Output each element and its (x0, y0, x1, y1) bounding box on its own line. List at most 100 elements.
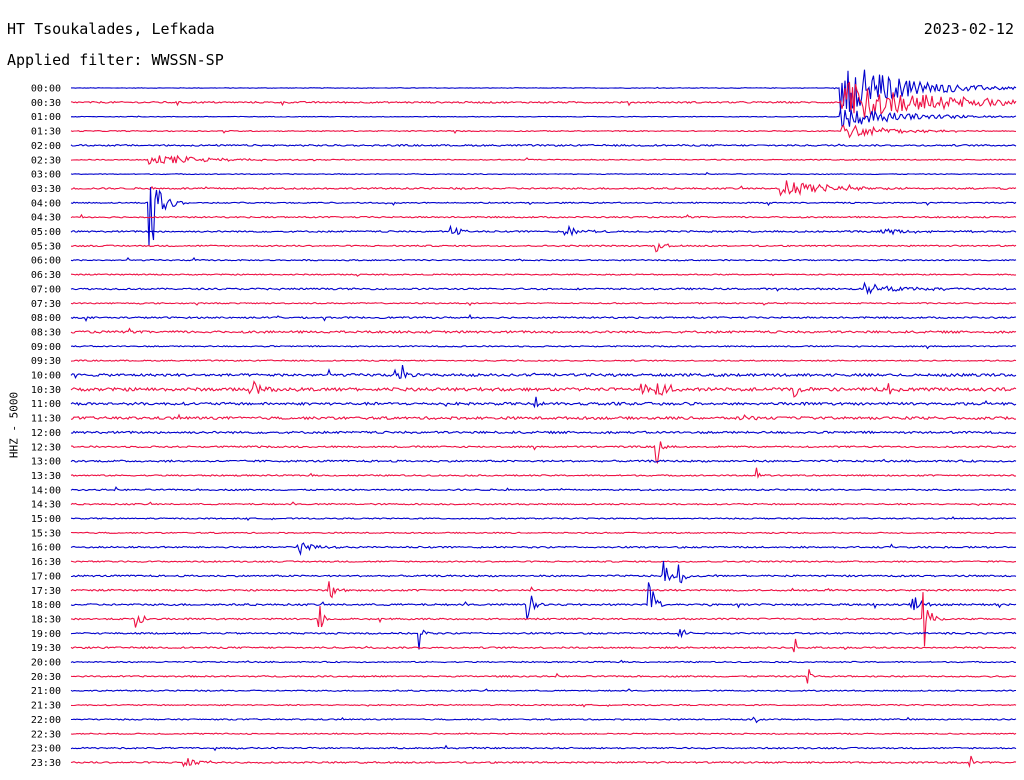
time-tick-label: 06:00 (31, 256, 61, 267)
seismic-trace-line (70, 396, 1017, 409)
seismic-trace-line (70, 224, 1017, 237)
time-tick-label: 04:00 (31, 198, 61, 209)
time-tick-label: 14:00 (31, 485, 61, 496)
time-tick-label: 07:30 (31, 299, 61, 310)
seismic-trace-line (70, 582, 1017, 620)
time-tick-label: 00:00 (31, 84, 61, 95)
time-tick-label: 00:30 (31, 98, 61, 109)
seismic-trace-line (70, 242, 1017, 253)
time-tick-label: 15:00 (31, 514, 61, 525)
time-tick-label: 21:30 (31, 701, 61, 712)
time-tick-label: 16:00 (31, 543, 61, 554)
seismic-trace-line (70, 744, 1017, 752)
time-tick-label: 09:30 (31, 356, 61, 367)
seismic-trace-line (70, 302, 1017, 307)
seismic-trace-line (70, 281, 1017, 296)
seismic-trace-line (70, 256, 1017, 262)
seismic-trace-line (70, 669, 1017, 684)
seismic-trace-line (70, 581, 1017, 599)
seismic-trace-line (70, 592, 1017, 647)
time-tick-label: 06:30 (31, 270, 61, 281)
time-tick-label: 19:00 (31, 629, 61, 640)
seismic-trace-line (70, 187, 1017, 246)
time-tick-label: 21:00 (31, 686, 61, 697)
time-tick-label: 11:00 (31, 399, 61, 410)
time-tick-label: 05:30 (31, 241, 61, 252)
filter-label: Applied filter: WWSSN-SP (7, 51, 224, 69)
time-tick-label: 12:00 (31, 428, 61, 439)
seismic-trace-line (70, 467, 1017, 479)
time-tick-label: 04:30 (31, 213, 61, 224)
seismic-trace-line (71, 69, 1017, 112)
time-tick-label: 10:30 (31, 385, 61, 396)
time-tick-label: 02:00 (31, 141, 61, 152)
time-tick-label: 03:00 (31, 170, 61, 181)
time-tick-label: 18:00 (31, 600, 61, 611)
seismic-trace-line (70, 81, 1017, 118)
record-date: 2023-02-12 (923, 20, 1014, 38)
time-tick-label: 13:00 (31, 457, 61, 468)
seismic-trace-line (70, 458, 1017, 463)
seismic-trace-line (70, 413, 1017, 421)
time-tick-label: 10:00 (31, 371, 61, 382)
time-tick-label: 08:00 (31, 313, 61, 324)
time-tick-label: 02:30 (31, 155, 61, 166)
seismic-trace-line (70, 659, 1017, 664)
seismic-trace-line (70, 688, 1016, 693)
time-tick-label: 20:00 (31, 658, 61, 669)
seismic-trace-line (70, 516, 1017, 521)
time-tick-label: 03:30 (31, 184, 61, 195)
time-tick-label: 05:00 (31, 227, 61, 238)
time-tick-label: 17:00 (31, 571, 61, 582)
seismic-trace-line (70, 154, 1017, 165)
time-tick-label: 23:00 (31, 744, 61, 755)
seismic-trace-line (70, 171, 1017, 176)
seismic-trace-line (70, 109, 1017, 127)
seismic-trace-line (70, 124, 1017, 139)
seismic-trace-line (71, 441, 1017, 465)
time-tick-label: 08:30 (31, 327, 61, 338)
seismic-trace-line (70, 486, 1017, 492)
seismic-trace-line (70, 703, 1017, 708)
time-tick-label: 18:30 (31, 614, 61, 625)
time-tick-label: 16:30 (31, 557, 61, 568)
time-tick-label: 15:30 (31, 528, 61, 539)
seismic-trace-line (70, 560, 1017, 563)
seismic-trace-line (70, 531, 1017, 535)
time-tick-label: 01:30 (31, 127, 61, 138)
time-tick-label: 01:00 (31, 112, 61, 123)
seismic-trace-line (70, 380, 1017, 398)
time-tick-label: 11:30 (31, 414, 61, 425)
seismic-trace-line (70, 560, 1017, 584)
seismic-trace-line (70, 327, 1017, 334)
seismic-trace-line (70, 313, 1017, 322)
seismic-trace-line (70, 501, 1017, 507)
seismic-trace-line (70, 638, 1017, 653)
seismic-trace-line (70, 359, 1017, 362)
time-tick-label: 23:30 (31, 758, 61, 769)
time-tick-label: 19:30 (31, 643, 61, 654)
seismic-trace-line (70, 364, 1017, 380)
time-tick-label: 13:30 (31, 471, 61, 482)
seismic-trace-line (70, 732, 1017, 735)
seismic-trace-line (70, 273, 1017, 277)
time-tick-label: 09:00 (31, 342, 61, 353)
seismic-trace-line (70, 345, 1017, 350)
time-tick-label: 22:00 (31, 715, 61, 726)
time-tick-label: 17:30 (31, 586, 61, 597)
station-title: HT Tsoukalades, Lefkada (7, 20, 215, 38)
time-tick-label: 14:30 (31, 500, 61, 511)
seismic-trace-line (70, 180, 1017, 197)
time-tick-label: 20:30 (31, 672, 61, 683)
seismic-trace-line (70, 542, 1017, 556)
seismic-trace-line (70, 430, 1017, 435)
seismic-trace-line (70, 629, 1017, 650)
time-tick-label: 07:00 (31, 284, 61, 295)
time-tick-label: 22:30 (31, 729, 61, 740)
seismic-trace-line (70, 755, 1017, 769)
seismic-trace-line (71, 716, 1017, 724)
seismic-trace-line (70, 213, 1017, 219)
seismic-trace-line (70, 143, 1017, 147)
time-tick-label: 12:30 (31, 442, 61, 453)
